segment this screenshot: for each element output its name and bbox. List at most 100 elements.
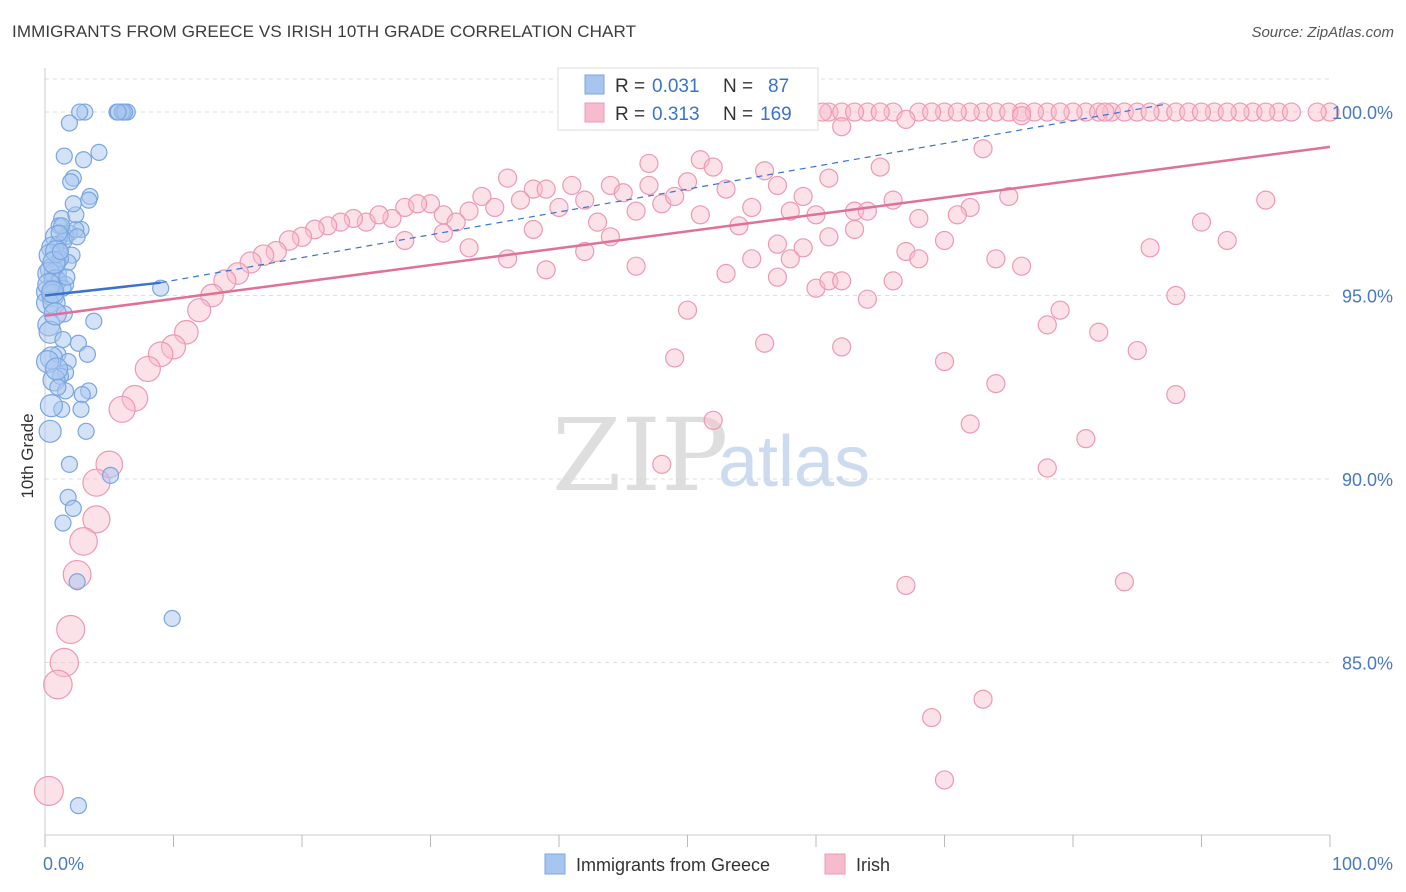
- irish-point: [369, 205, 389, 225]
- irish-point: [536, 179, 556, 199]
- irish-point: [767, 234, 788, 254]
- greece-point: [85, 312, 103, 330]
- irish-point: [947, 102, 967, 122]
- irish-point: [716, 263, 736, 284]
- irish-point: [252, 244, 275, 267]
- legend-r-label-irish: R =: [615, 104, 645, 125]
- irish-point: [1166, 285, 1186, 306]
- legend-swatch-greece: [584, 74, 605, 95]
- legend-n-value-greece: 87: [768, 76, 789, 97]
- greece-point: [54, 330, 72, 349]
- irish-point: [999, 186, 1019, 207]
- greece-point: [69, 797, 88, 815]
- irish-point: [934, 230, 955, 251]
- irish-point: [677, 300, 698, 320]
- greece-point: [64, 499, 82, 517]
- irish-point: [49, 647, 80, 678]
- irish-point: [934, 770, 955, 790]
- irish-point: [472, 186, 492, 207]
- irish-point: [857, 289, 878, 309]
- irish-point: [844, 219, 865, 240]
- irish-point: [108, 395, 136, 423]
- greece-point: [38, 419, 62, 443]
- greece-point: [60, 114, 79, 132]
- irish-point: [767, 175, 788, 196]
- irish-point: [446, 212, 466, 232]
- irish-point: [703, 157, 723, 177]
- irish-point: [549, 197, 569, 218]
- irish-point: [1166, 385, 1186, 405]
- irish-point: [613, 183, 633, 203]
- irish-point: [1011, 256, 1032, 276]
- irish-point: [1037, 315, 1057, 335]
- greece-point: [49, 378, 67, 396]
- greece-point: [78, 345, 97, 363]
- irish-point: [883, 190, 903, 210]
- series-legend-swatch-greece: [544, 853, 566, 875]
- irish-point: [69, 527, 98, 556]
- irish-point: [742, 249, 762, 269]
- x-tick-label-max: 100.0%: [1332, 854, 1393, 874]
- irish-point: [716, 179, 736, 199]
- irish-point: [587, 212, 608, 232]
- greece-point: [39, 394, 64, 418]
- irish-point: [896, 575, 916, 596]
- irish-point: [844, 102, 865, 122]
- irish-point: [999, 102, 1019, 122]
- irish-point: [870, 102, 890, 122]
- irish-point: [780, 201, 800, 221]
- greece-point: [54, 514, 72, 532]
- grid-lines: [45, 78, 1330, 664]
- stats-legend: R = 0.031 N = 87 R = 0.313 N = 169: [557, 67, 819, 131]
- irish-point: [536, 260, 556, 280]
- irish-point: [986, 374, 1006, 394]
- irish-point: [1037, 458, 1057, 478]
- irish-point: [1191, 212, 1212, 232]
- irish-point: [1217, 102, 1237, 122]
- greece-point: [109, 103, 127, 121]
- irish-point: [973, 139, 993, 159]
- irish-point: [42, 669, 73, 700]
- irish-point: [754, 333, 775, 353]
- y-tick-label: 100.0%: [1332, 103, 1393, 123]
- greece-point: [44, 357, 69, 381]
- legend-r-label-greece: R =: [615, 76, 645, 97]
- irish-point: [523, 219, 543, 240]
- irish-point: [819, 168, 839, 188]
- irish-point: [1217, 230, 1237, 251]
- irish-point: [459, 238, 479, 258]
- irish-point: [1114, 572, 1135, 592]
- irish-point: [433, 223, 453, 243]
- y-tick-label: 90.0%: [1342, 470, 1393, 490]
- irish-point: [226, 262, 250, 285]
- irish-point: [1191, 102, 1212, 122]
- irish-point: [1307, 102, 1327, 122]
- irish-point: [33, 775, 64, 806]
- greece-point: [71, 103, 89, 121]
- irish-point: [562, 175, 582, 196]
- irish-point: [947, 205, 967, 225]
- greece-point: [62, 173, 80, 191]
- irish-point: [639, 175, 659, 196]
- watermark: ZIP atlas: [552, 397, 870, 514]
- irish-point: [1076, 429, 1096, 449]
- irish-point: [395, 197, 415, 218]
- irish-point: [1127, 340, 1147, 361]
- irish-point: [160, 334, 187, 360]
- irish-point: [896, 109, 916, 129]
- irish-point: [1024, 102, 1045, 122]
- greece-point: [55, 147, 73, 165]
- greece-point: [68, 573, 86, 591]
- irish-point: [793, 186, 813, 207]
- irish-point: [305, 219, 325, 240]
- irish-point: [1140, 102, 1160, 122]
- irish-trend-line: [44, 145, 1331, 317]
- chart-source: Source: ZipAtlas.com: [1251, 24, 1394, 41]
- greece-point: [77, 422, 95, 440]
- irish-point: [408, 194, 428, 214]
- irish-point: [960, 414, 980, 434]
- x-tick-label-min: 0.0%: [43, 854, 84, 874]
- greece-point: [68, 228, 86, 246]
- irish-point: [909, 208, 929, 229]
- irish-point: [134, 355, 161, 383]
